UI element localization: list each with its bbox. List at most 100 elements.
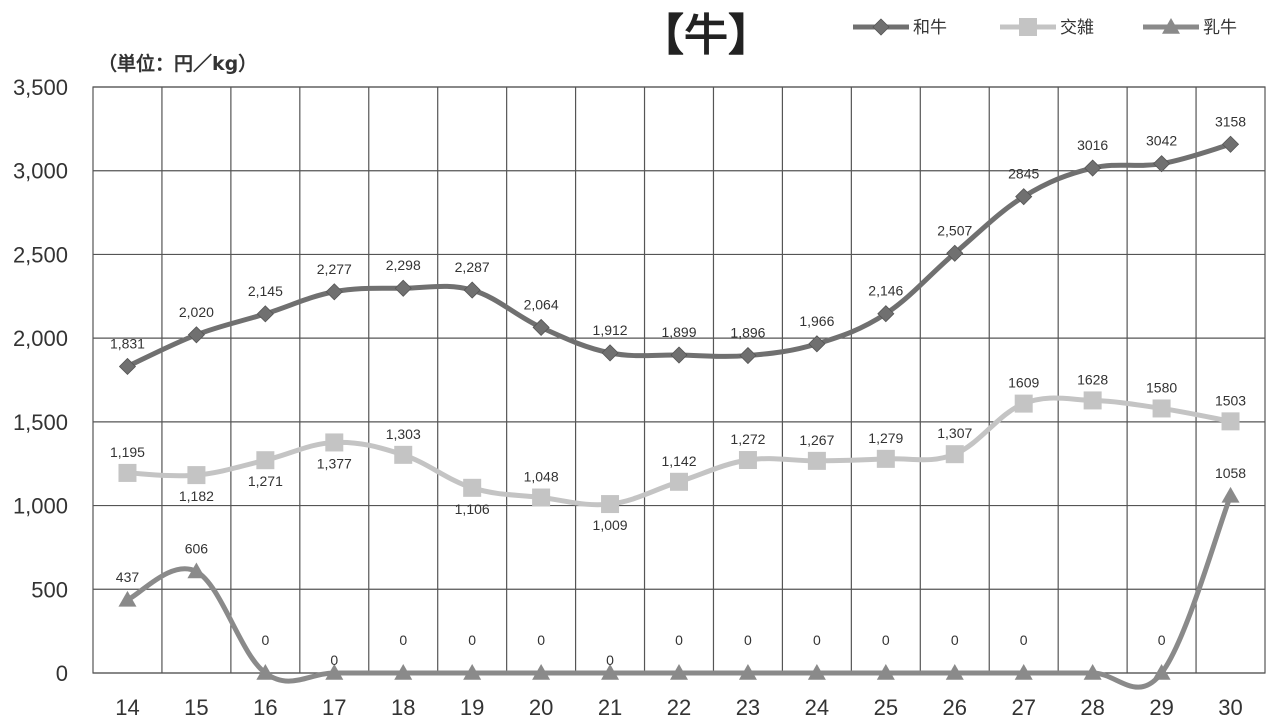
data-point	[118, 590, 137, 607]
data-label: 1,267	[799, 432, 834, 448]
data-label: 1,303	[386, 426, 421, 442]
data-label: 0	[744, 632, 752, 648]
data-label: 1058	[1215, 465, 1246, 481]
data-label: 2,298	[386, 257, 421, 273]
data-label: 2,020	[179, 304, 214, 320]
x-tick-label: 22	[667, 695, 691, 720]
data-point	[1221, 486, 1240, 503]
legend: 和牛 交雑 乳牛	[853, 18, 1237, 38]
data-label: 2,145	[248, 283, 283, 299]
series-square: 1,195 1,182 1,271 1,377 1,303 1,106 1,048 1,009…	[110, 371, 1246, 533]
y-tick-label: 3,500	[13, 75, 68, 100]
data-point	[670, 472, 688, 491]
data-label: 1580	[1146, 379, 1177, 395]
data-point	[808, 335, 826, 353]
data-point	[256, 305, 274, 323]
data-label: 1,009	[593, 517, 628, 533]
data-point	[187, 466, 206, 485]
data-label: 1503	[1215, 392, 1246, 408]
y-tick-label: 3,000	[13, 159, 68, 184]
data-point	[807, 451, 826, 470]
x-tick-label: 17	[322, 695, 346, 720]
data-label: 2,277	[317, 261, 352, 277]
x-tick-label: 14	[115, 695, 139, 720]
data-point	[945, 445, 964, 464]
legend-label: 交雑	[1060, 18, 1094, 38]
data-point	[739, 346, 757, 365]
data-point	[1084, 159, 1102, 177]
y-tick-label: 1,500	[13, 410, 68, 435]
y-tick-label: 1,000	[13, 494, 68, 519]
legend-label: 和牛	[913, 18, 947, 38]
x-tick-label: 28	[1080, 695, 1104, 720]
data-label: 1,377	[317, 455, 352, 471]
data-point	[256, 451, 275, 470]
data-label: 1,271	[248, 473, 283, 489]
x-axis: 14 15 16 17 18 19 20 21 22 23 24 25 26 27 28 29 30	[115, 695, 1243, 720]
data-label: 1,195	[110, 444, 145, 460]
legend-marker	[1019, 18, 1037, 36]
data-point	[1015, 188, 1033, 206]
data-point	[1014, 664, 1033, 680]
data-point	[1083, 664, 1102, 680]
data-point	[601, 495, 620, 514]
data-point	[394, 279, 412, 297]
data-point	[670, 664, 688, 680]
legend-marker	[1162, 18, 1180, 34]
data-label: 2,064	[524, 296, 559, 312]
x-tick-label: 27	[1011, 695, 1035, 720]
legend-label: 乳牛	[1203, 18, 1237, 38]
y-tick-label: 500	[31, 577, 68, 602]
data-label: 0	[537, 632, 545, 648]
data-label: 0	[882, 632, 890, 648]
data-point	[532, 664, 551, 680]
data-label: 0	[813, 632, 821, 648]
y-tick-label: 2,000	[13, 326, 68, 351]
legend-item: 交雑	[1000, 18, 1094, 38]
data-point	[118, 463, 137, 482]
data-point	[532, 318, 550, 336]
data-label: 437	[116, 569, 140, 585]
data-point	[118, 357, 137, 376]
data-label: 1,966	[799, 313, 834, 329]
data-point	[1152, 664, 1171, 680]
data-label: 0	[468, 632, 476, 648]
y-tick-label: 2,500	[13, 242, 68, 267]
data-point	[256, 664, 275, 680]
data-label: 1,272	[730, 431, 765, 447]
data-label: 1,048	[524, 469, 559, 485]
x-tick-label: 24	[805, 695, 829, 720]
data-point	[601, 344, 619, 362]
data-label: 0	[399, 632, 407, 648]
data-label: 1628	[1077, 371, 1108, 387]
data-point	[738, 451, 757, 470]
series-triangle: 437 606 0 0 0 0 0 0 0 0 0 0 0 0 0 1058	[116, 465, 1246, 690]
x-tick-label: 29	[1149, 695, 1173, 720]
x-tick-label: 23	[736, 695, 760, 720]
x-tick-label: 30	[1218, 695, 1242, 720]
data-point	[394, 664, 413, 680]
data-point	[1014, 394, 1033, 413]
data-label: 3042	[1146, 133, 1177, 149]
x-tick-label: 25	[874, 695, 898, 720]
data-point	[946, 244, 964, 262]
y-axis: 0 500 1,000 1,500 2,000 2,500 3,000 3,500	[13, 75, 68, 686]
data-label: 3016	[1077, 137, 1108, 153]
legend-item: 乳牛	[1143, 18, 1237, 38]
data-point	[187, 326, 205, 344]
data-point	[1221, 412, 1240, 431]
data-point	[394, 445, 413, 464]
data-point	[463, 478, 482, 497]
data-point	[325, 433, 344, 452]
x-tick-label: 19	[460, 695, 484, 720]
data-label: 0	[675, 632, 683, 648]
chart-title: 【牛】	[640, 10, 772, 61]
data-label: 1,182	[179, 488, 214, 504]
data-point	[187, 562, 206, 579]
data-label: 1,279	[868, 430, 903, 446]
data-label: 0	[606, 652, 614, 668]
data-label: 1,896	[730, 325, 765, 341]
data-label: 1609	[1008, 375, 1039, 391]
data-point	[876, 664, 895, 680]
